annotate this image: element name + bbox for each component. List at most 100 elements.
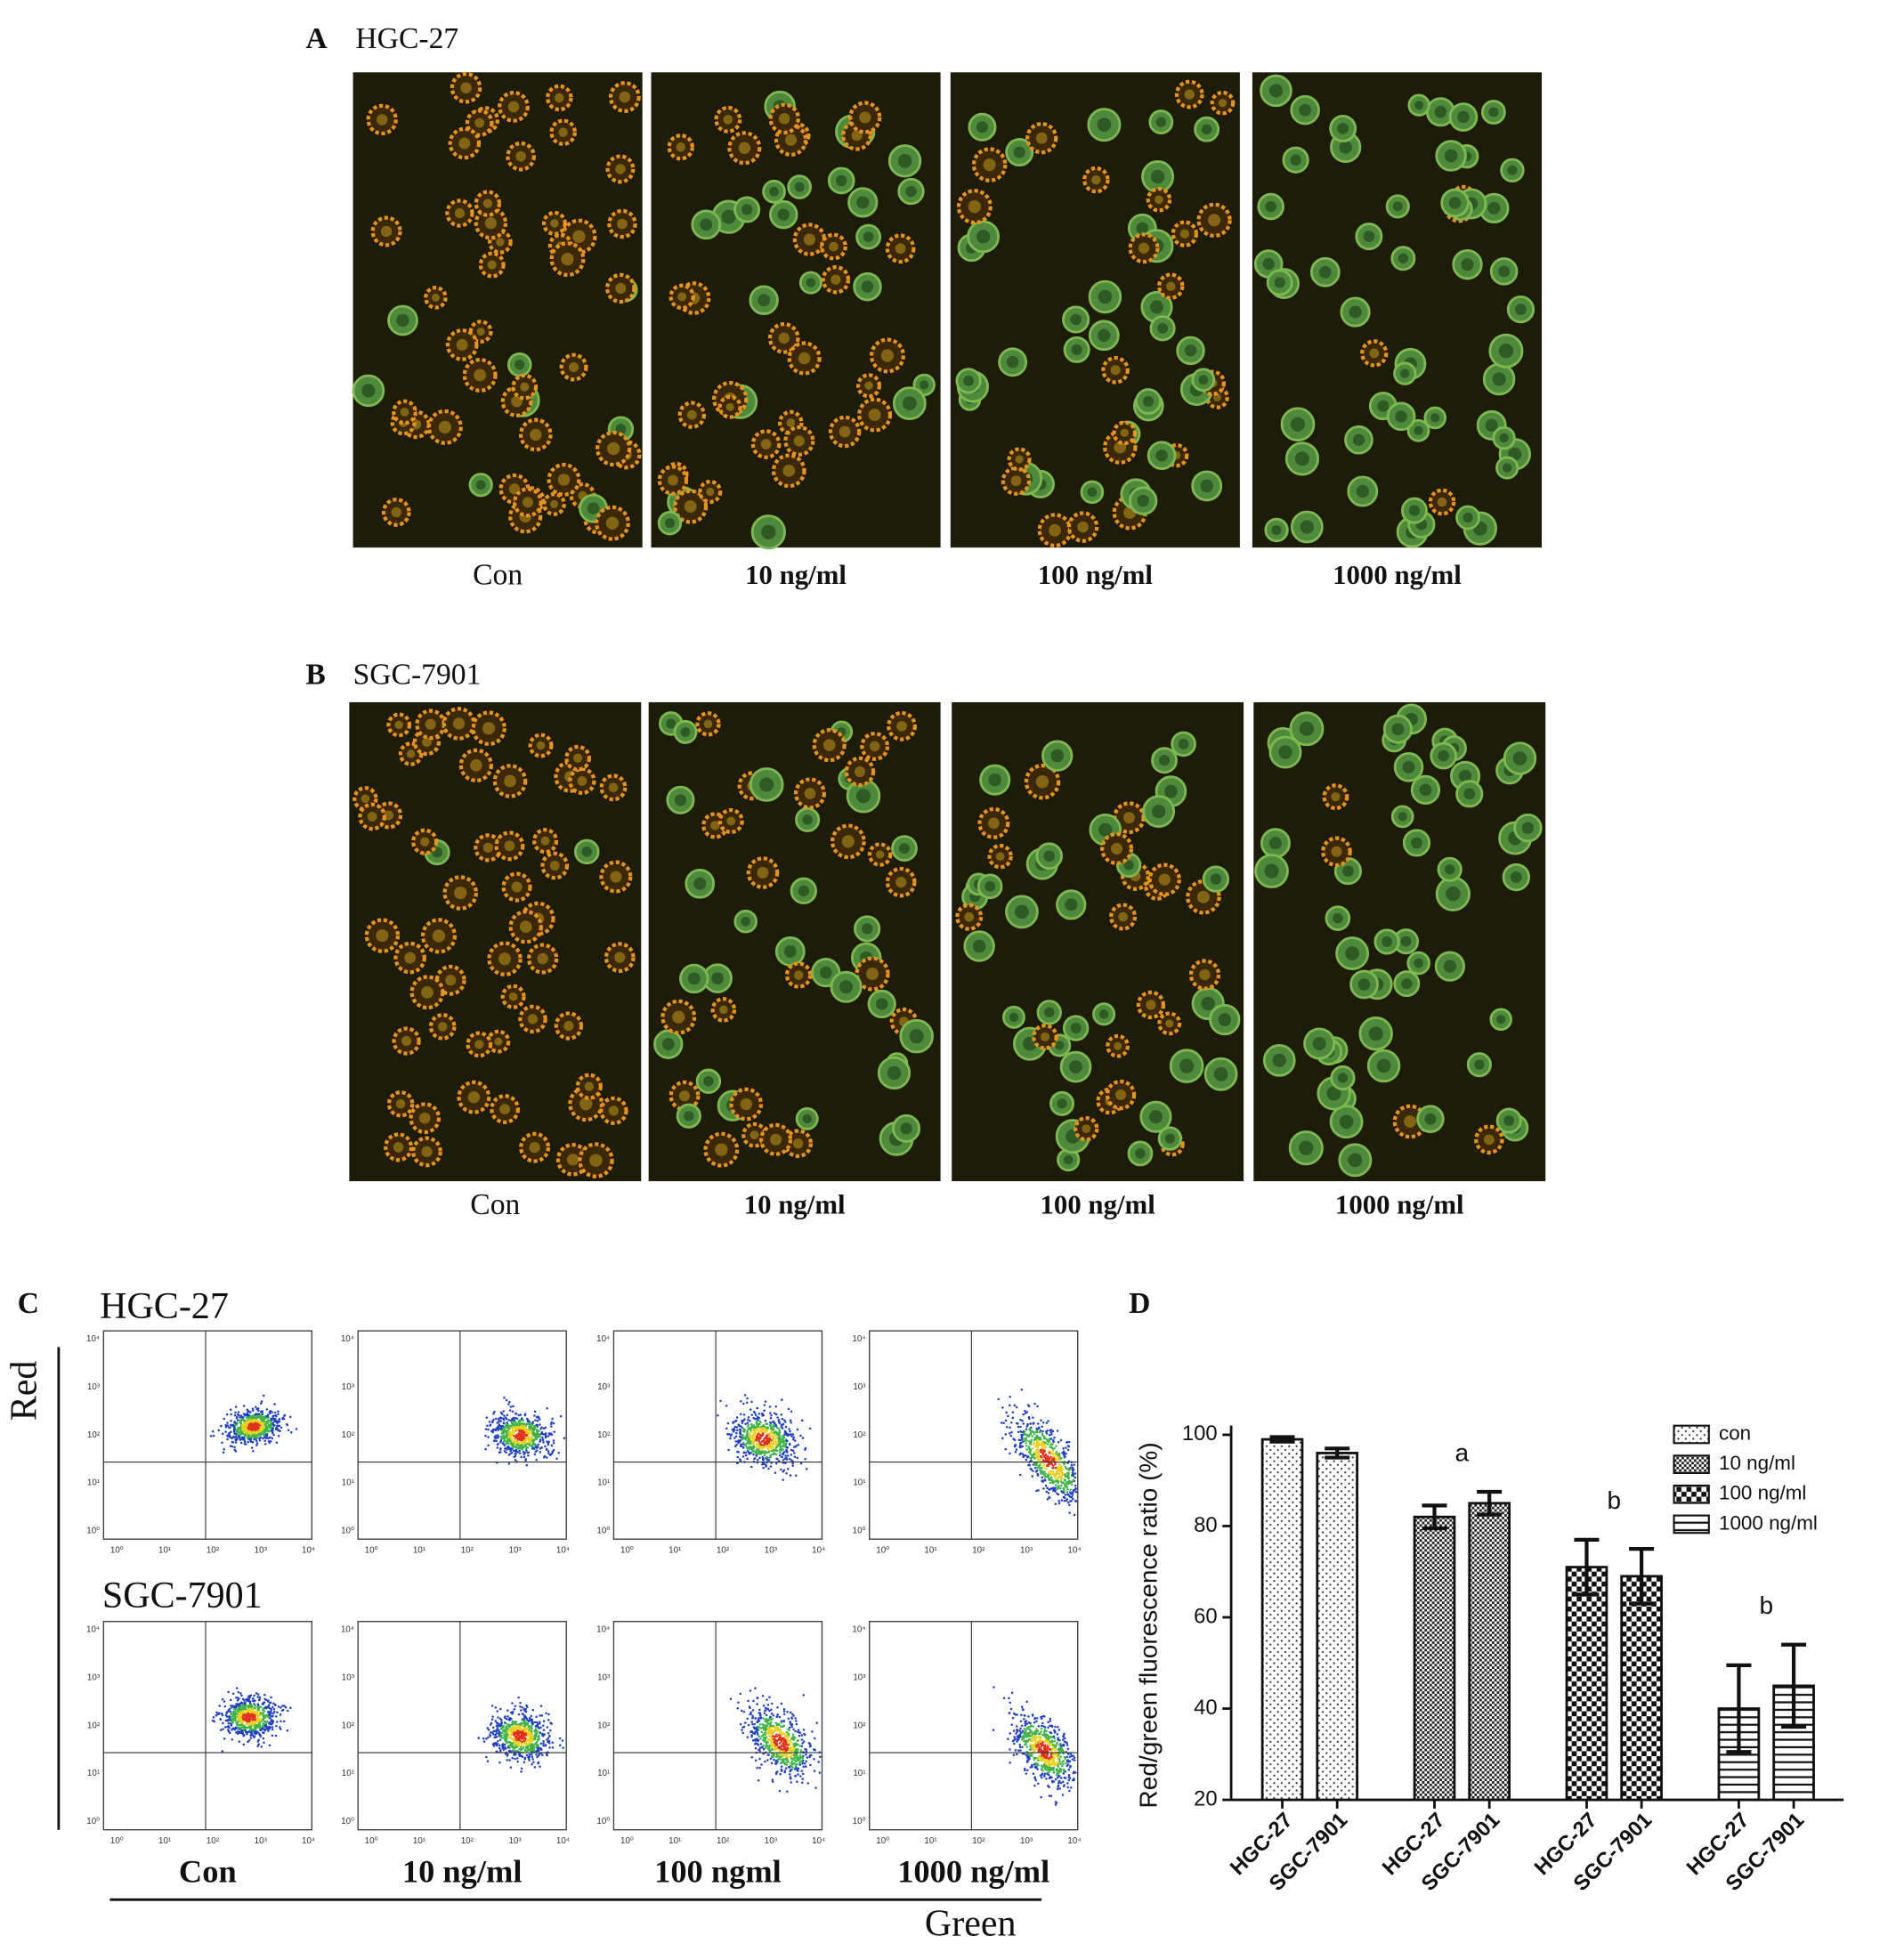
event-dot bbox=[270, 1696, 272, 1699]
event-dot bbox=[491, 1715, 494, 1718]
event-dot bbox=[1074, 1484, 1077, 1487]
event-dot bbox=[232, 1708, 236, 1711]
event-dot bbox=[744, 1422, 747, 1426]
event-dot bbox=[250, 1704, 253, 1707]
event-dot bbox=[526, 1721, 530, 1725]
event-dot bbox=[781, 1398, 783, 1401]
event-dot bbox=[539, 1432, 543, 1436]
event-dot bbox=[516, 1757, 519, 1760]
event-dot bbox=[501, 1745, 504, 1747]
nucleus bbox=[1054, 1041, 1065, 1050]
event-dot bbox=[542, 1742, 545, 1745]
nucleus bbox=[1299, 721, 1315, 736]
event-dot bbox=[507, 1419, 510, 1421]
nucleus bbox=[1444, 149, 1458, 163]
event-dot bbox=[262, 1717, 265, 1720]
event-dot bbox=[235, 1727, 239, 1729]
event-dot bbox=[222, 1728, 224, 1730]
event-dot bbox=[741, 1455, 745, 1458]
nucleus bbox=[758, 294, 771, 307]
event-dot bbox=[1036, 1458, 1040, 1462]
event-dot bbox=[247, 1410, 250, 1413]
nucleus bbox=[783, 944, 797, 958]
event-dot bbox=[1054, 1479, 1057, 1482]
event-dot bbox=[494, 1706, 498, 1709]
nucleus bbox=[1381, 936, 1392, 947]
event-dot bbox=[767, 1459, 770, 1462]
event-dot bbox=[230, 1423, 232, 1427]
cell-core bbox=[610, 871, 622, 883]
event-dot bbox=[255, 1426, 257, 1429]
event-dot bbox=[540, 1446, 543, 1449]
event-dot bbox=[274, 1428, 278, 1431]
cell-core bbox=[1369, 348, 1380, 359]
event-dot bbox=[258, 1696, 262, 1699]
event-dot bbox=[242, 1743, 246, 1746]
cell-core bbox=[422, 737, 432, 747]
event-dot bbox=[769, 1465, 773, 1468]
event-dot bbox=[234, 1411, 237, 1414]
event-dot bbox=[218, 1713, 221, 1715]
event-dot bbox=[775, 1446, 778, 1449]
nucleus bbox=[855, 789, 871, 804]
cell-core bbox=[1049, 523, 1061, 537]
event-dot bbox=[561, 1739, 564, 1742]
event-dot bbox=[512, 1746, 515, 1749]
event-dot bbox=[1053, 1446, 1056, 1450]
event-dot bbox=[223, 1705, 227, 1708]
row-label: SGC-7901 bbox=[102, 1575, 263, 1616]
event-dot bbox=[515, 1753, 517, 1756]
event-dot bbox=[786, 1467, 790, 1470]
event-dot bbox=[1046, 1464, 1049, 1467]
event-dot bbox=[752, 1441, 755, 1444]
event-dot bbox=[269, 1420, 271, 1422]
event-dot bbox=[1020, 1389, 1024, 1391]
event-dot bbox=[273, 1411, 277, 1414]
event-dot bbox=[258, 1439, 262, 1442]
axis-tick-label: 10¹ bbox=[158, 1836, 172, 1846]
axis-tick-label: 10³ bbox=[509, 1545, 523, 1555]
event-dot bbox=[531, 1444, 534, 1446]
event-dot bbox=[222, 1451, 225, 1454]
nucleus bbox=[1070, 1023, 1082, 1034]
event-dot bbox=[1022, 1422, 1025, 1425]
event-dot bbox=[507, 1430, 511, 1432]
event-dot bbox=[522, 1430, 524, 1434]
event-dot bbox=[753, 1457, 756, 1461]
event-dot bbox=[506, 1733, 509, 1737]
event-dot bbox=[228, 1716, 231, 1719]
cell-core bbox=[608, 1106, 620, 1116]
event-dot bbox=[547, 1440, 550, 1444]
cell-core bbox=[394, 720, 403, 730]
event-dot bbox=[496, 1739, 499, 1743]
event-dot bbox=[261, 1708, 264, 1712]
event-dot bbox=[255, 1405, 257, 1409]
micrograph bbox=[349, 701, 642, 1182]
event-dot bbox=[485, 1416, 489, 1419]
event-dot bbox=[762, 1466, 765, 1470]
event-dot bbox=[792, 1438, 795, 1441]
event-dot bbox=[1064, 1465, 1067, 1469]
cell-core bbox=[983, 158, 996, 172]
event-dot bbox=[726, 1421, 730, 1425]
nucleus bbox=[1357, 978, 1371, 991]
event-dot bbox=[513, 1438, 516, 1441]
event-dot bbox=[222, 1721, 224, 1725]
event-dot bbox=[1030, 1459, 1033, 1462]
event-dot bbox=[1067, 1477, 1070, 1480]
event-dot bbox=[229, 1408, 232, 1412]
event-dot bbox=[242, 1704, 245, 1707]
event-dot bbox=[211, 1430, 215, 1433]
nucleus bbox=[976, 230, 991, 244]
event-dot bbox=[539, 1742, 543, 1745]
event-dot bbox=[275, 1415, 278, 1418]
event-dot bbox=[1028, 1442, 1032, 1446]
event-dot bbox=[1001, 1437, 1004, 1440]
event-dot bbox=[774, 1441, 778, 1444]
event-dot bbox=[267, 1439, 271, 1443]
cell-core bbox=[667, 474, 679, 486]
event-dot bbox=[522, 1442, 525, 1446]
event-dot bbox=[749, 1423, 753, 1426]
event-dot bbox=[528, 1427, 531, 1430]
